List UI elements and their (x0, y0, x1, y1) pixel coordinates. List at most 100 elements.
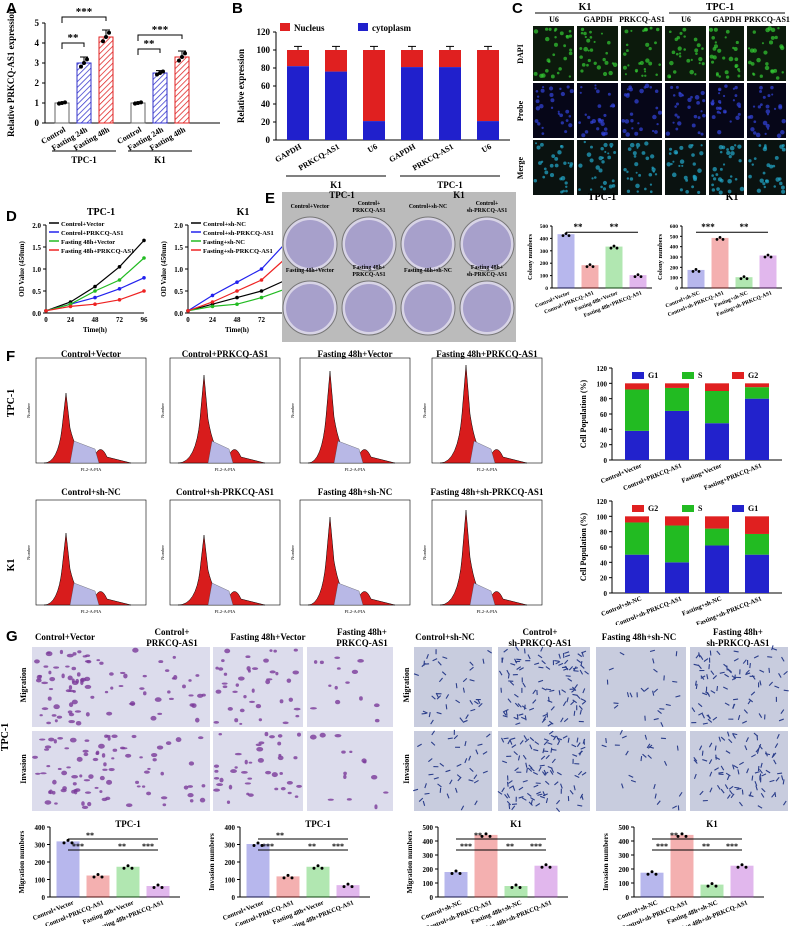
bar (730, 865, 754, 898)
micrograph-merge (533, 140, 574, 195)
row-label: K1 (6, 559, 17, 572)
cell (439, 762, 445, 767)
cell (274, 787, 279, 791)
cell (560, 717, 564, 723)
cell (779, 181, 783, 186)
cell (733, 144, 737, 147)
data-point (155, 72, 159, 77)
cell (551, 154, 556, 158)
cell (557, 110, 560, 113)
cell (158, 660, 164, 664)
histogram-x-label: FL2-A:PIA (345, 467, 367, 472)
cell (533, 784, 539, 788)
legend-swatch (632, 372, 644, 379)
cell (697, 703, 703, 708)
cell (612, 104, 616, 108)
cell (752, 73, 756, 76)
y-tick-label: 0 (430, 894, 434, 902)
cell (657, 110, 663, 115)
y-tick-label: 0.5 (32, 288, 41, 296)
cell (528, 764, 533, 769)
histogram-title: Fasting 48h+PRKCQ-AS1 (436, 349, 538, 359)
cell (726, 794, 731, 799)
bar-cytoplasm (325, 71, 347, 140)
sig-marker: *** (701, 222, 715, 232)
cell (583, 46, 589, 52)
colony-stain (345, 284, 393, 332)
y-tick-label: 60 (600, 544, 608, 552)
cell (66, 766, 71, 769)
cell (584, 35, 587, 39)
cell (697, 168, 702, 173)
cell (716, 784, 721, 790)
cell (142, 674, 147, 678)
cell (549, 92, 554, 98)
cell (601, 160, 605, 164)
cell (714, 745, 717, 751)
cell (527, 792, 532, 797)
cell (258, 741, 265, 745)
y-tick-label: 200 (423, 866, 434, 874)
histogram-frame (299, 499, 411, 606)
cell (589, 188, 593, 191)
cell (132, 647, 139, 653)
cell (514, 693, 519, 698)
cell (711, 183, 714, 187)
cell (635, 70, 638, 73)
y-tick-label: 200 (225, 859, 236, 867)
cell (569, 48, 573, 52)
cell (557, 150, 562, 155)
cell (533, 71, 538, 76)
cell (748, 794, 754, 798)
cell (67, 675, 73, 681)
data-point (260, 844, 264, 847)
cell (763, 185, 767, 189)
x-axis-label: Time(h) (225, 326, 250, 334)
y-tick-label: 300 (670, 255, 679, 261)
bar (146, 886, 170, 898)
cell (691, 153, 695, 157)
x-tick-label: PRKCQ-AS1 (411, 142, 455, 173)
y-tick-label: 2.0 (32, 222, 41, 230)
data-point (139, 100, 143, 105)
cell (747, 115, 751, 119)
bar-g1 (625, 430, 649, 460)
cell (556, 771, 562, 776)
cell (590, 120, 594, 124)
cell (771, 93, 774, 96)
cell (732, 732, 738, 736)
cell (71, 699, 78, 705)
cell (565, 119, 569, 122)
cell (737, 67, 740, 71)
cell (53, 739, 57, 744)
cell (528, 801, 533, 806)
cell (759, 773, 762, 779)
cell (765, 27, 770, 33)
cell (679, 159, 685, 164)
cell (675, 52, 679, 56)
cell (716, 187, 720, 191)
cell (626, 177, 630, 180)
chart-title: TPC-1 (115, 819, 141, 829)
histogram-frame (35, 499, 147, 606)
data-point (721, 238, 725, 241)
legend-label: G2 (748, 371, 758, 380)
x-tick-label: 0 (186, 316, 190, 324)
cell (41, 707, 49, 711)
cell (558, 690, 561, 696)
data-point (346, 882, 350, 886)
cell (34, 659, 40, 664)
y-tick-label: 600 (670, 224, 679, 230)
data-point (588, 263, 592, 267)
cell (545, 27, 549, 31)
sig-marker: *** (76, 6, 93, 18)
histogram-x-label: FL2-A:PIA (477, 609, 499, 614)
cell (672, 680, 678, 683)
cell (712, 167, 717, 172)
cell (438, 677, 443, 683)
cell (543, 750, 549, 753)
cell (727, 189, 732, 194)
cell (646, 743, 651, 749)
cell (445, 694, 450, 699)
cell (213, 764, 220, 768)
